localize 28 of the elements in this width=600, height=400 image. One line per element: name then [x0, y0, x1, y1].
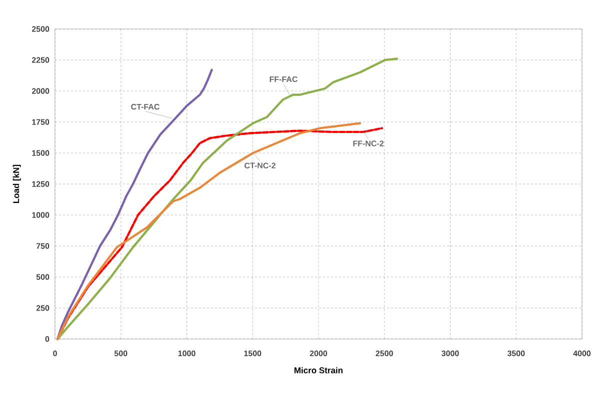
x-tick-label: 1000	[178, 350, 196, 356]
x-tick-label: 3500	[507, 350, 525, 356]
y-tick-label: 250	[36, 305, 50, 311]
x-tick-label: 1500	[244, 350, 262, 356]
x-tick-label: 500	[114, 350, 128, 356]
x-tick-label: 3000	[442, 350, 459, 356]
y-tick-label: 2250	[32, 57, 50, 63]
y-tick-label: 1250	[32, 181, 50, 187]
x-tick-label: 0	[53, 350, 57, 356]
y-tick-label: 2500	[32, 26, 50, 32]
x-tick-label: 2000	[310, 350, 328, 356]
line-series	[56, 68, 213, 340]
y-tick-label: 500	[36, 274, 50, 280]
line-series	[56, 58, 398, 340]
y-tick-label: 1500	[32, 150, 50, 156]
y-tick-label: 2000	[32, 88, 50, 94]
annotation: FF-FAC	[270, 76, 298, 82]
y-tick-label: 0	[45, 336, 50, 342]
x-tick-label: 4000	[573, 350, 591, 356]
x-axis-title: Micro Strain	[294, 367, 343, 374]
annotation: FF-NC-2	[353, 140, 384, 146]
annotation: CT-NC-2	[244, 162, 276, 168]
y-tick-label: 1750	[32, 119, 50, 125]
y-tick-label: 1000	[32, 212, 50, 218]
y-tick-label: 750	[36, 243, 50, 249]
annotation: CT-FAC	[131, 104, 160, 110]
y-axis-title: Load [kN]	[12, 164, 21, 204]
x-tick-label: 2500	[376, 350, 393, 356]
